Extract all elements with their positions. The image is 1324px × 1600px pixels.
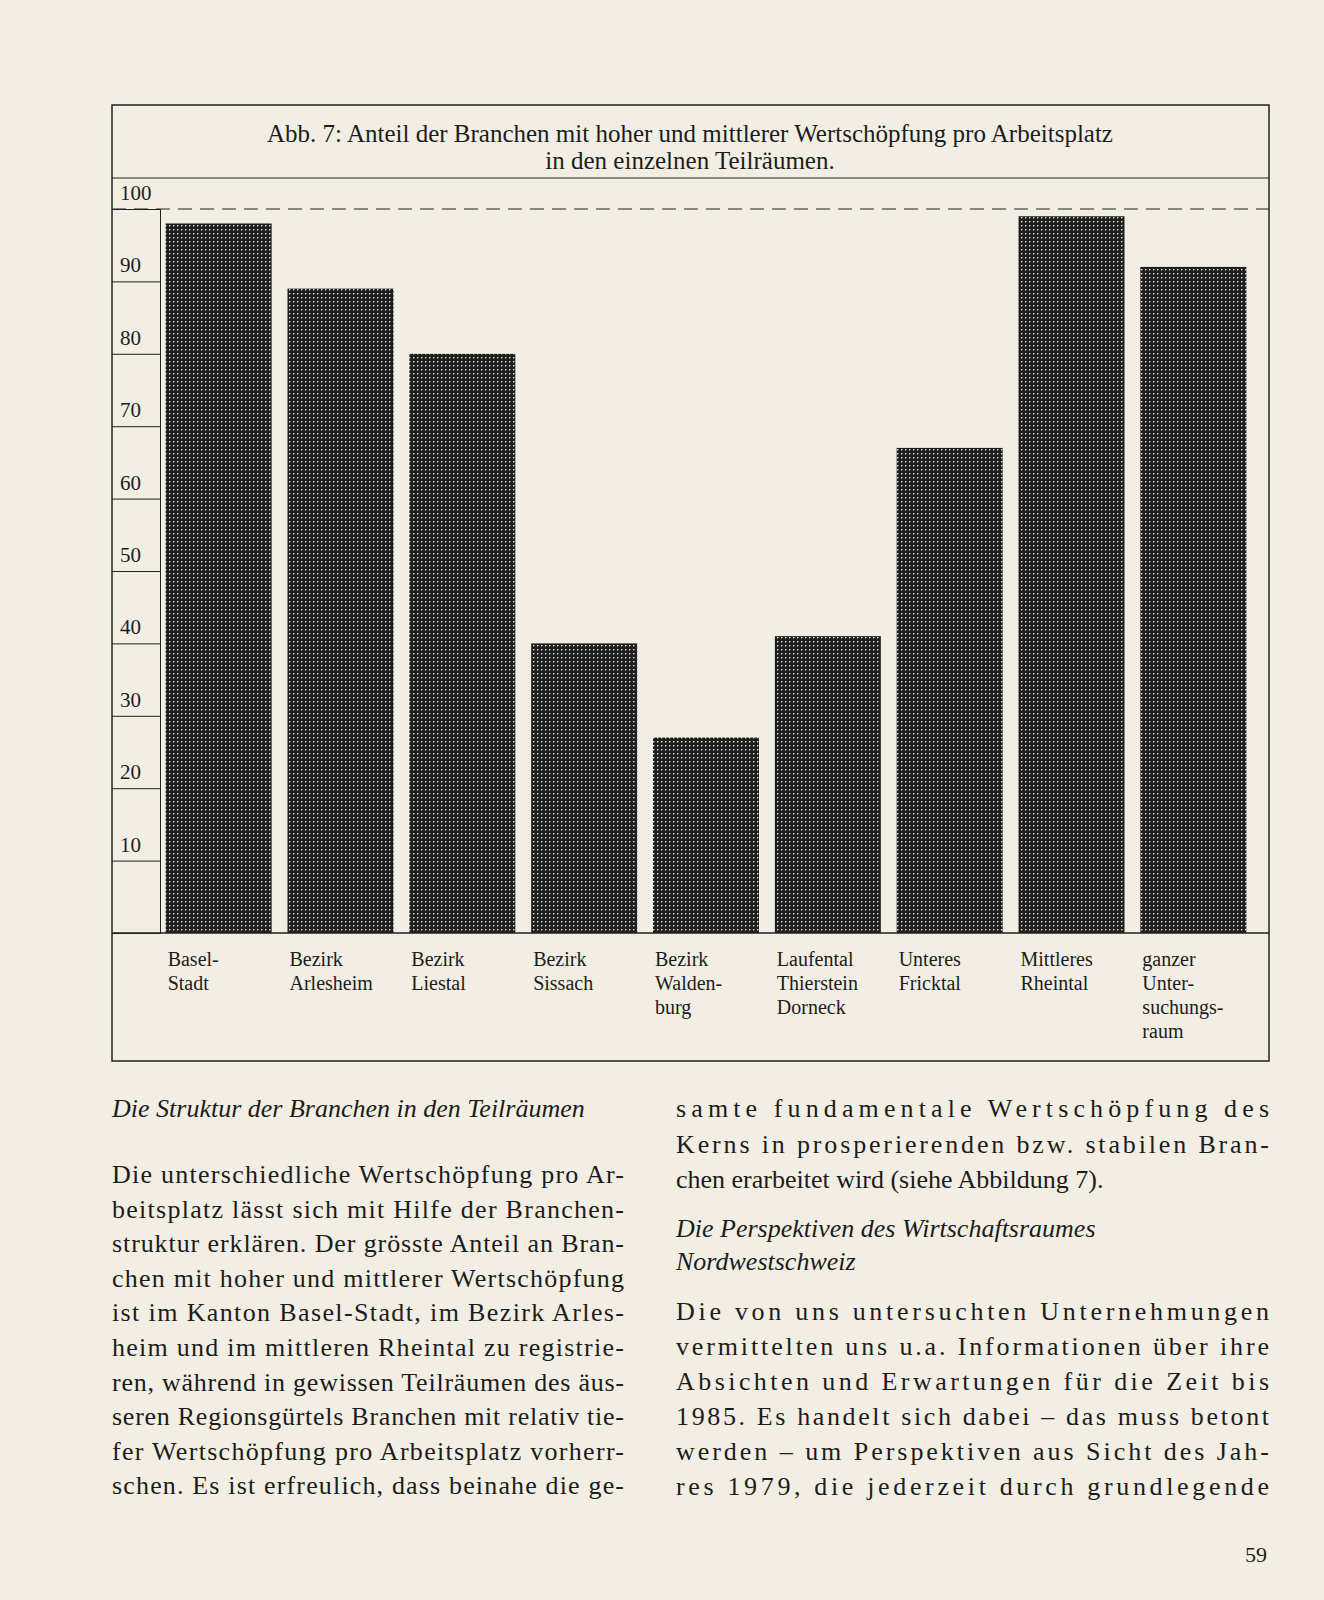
y-tick: 20 xyxy=(112,760,160,788)
y-tick-line xyxy=(112,861,160,862)
x-tick-label: Basel-Stadt xyxy=(168,948,219,994)
x-tick-label: LaufentalThiersteinDorneck xyxy=(777,948,858,1018)
y-tick-line xyxy=(112,571,160,572)
bars xyxy=(166,216,1247,933)
y-tick-line xyxy=(112,788,160,789)
body-line: seren Regionsgürtels Branchen mit relati… xyxy=(112,1402,624,1431)
body-line: werden – um Perspektiven aus Sicht des J… xyxy=(676,1437,1269,1466)
y-tick: 90 xyxy=(112,253,160,281)
top-dashed-line xyxy=(112,208,1269,209)
y-axis-line xyxy=(112,210,161,934)
y-tick: 50 xyxy=(112,543,160,571)
y-tick-line xyxy=(112,499,160,500)
y-axis: 10 20 30 40 50 60 70 80 90 100 xyxy=(112,181,161,933)
bar xyxy=(1140,267,1246,933)
y-tick: 100 xyxy=(112,181,160,209)
chart-title: Abb. 7: Anteil der Branchen mit hoher un… xyxy=(267,120,1113,174)
body-line: vermittelten uns u.a. Informationen über… xyxy=(676,1332,1269,1361)
y-tick-line xyxy=(112,281,160,282)
body-line: chen erarbeitet wird (siehe Abbildung 7)… xyxy=(676,1165,1103,1194)
x-labels: Basel-Stadt BezirkArlesheim BezirkLiestal B… xyxy=(168,948,1224,1042)
body-line: ren, während in gewissen Teilräumen des … xyxy=(112,1368,624,1397)
body-line: Kerns in prosperierenden bzw. stabilen B… xyxy=(676,1130,1269,1159)
y-tick-line xyxy=(112,643,160,644)
body-line: Die unterschiedliche Wertschöpfung pro A… xyxy=(112,1160,624,1189)
bar xyxy=(287,289,393,933)
section-heading: Nordwestschweiz xyxy=(675,1247,856,1276)
chart-frame xyxy=(112,105,1269,1061)
bar xyxy=(653,738,759,933)
body-line: ist im Kanton Basel-Stadt, im Bezirk Arl… xyxy=(112,1298,624,1327)
body-line: schen. Es ist erfreulich, dass beinahe d… xyxy=(112,1471,624,1500)
y-tick-label: 70 xyxy=(120,398,141,422)
page: Abb. 7: Anteil der Branchen mit hoher un… xyxy=(0,0,1324,1600)
x-tick-label: BezirkWalden-burg xyxy=(655,948,722,1019)
bar xyxy=(775,636,881,933)
section-heading: Die Perspektiven des Wirtschaftsraumes xyxy=(675,1214,1096,1243)
bar xyxy=(1019,216,1125,933)
body-line: chen mit hoher und mittlerer Wertschöpfu… xyxy=(112,1264,624,1293)
x-tick-label: UnteresFricktal xyxy=(899,948,962,994)
y-tick: 10 xyxy=(112,833,160,861)
body-line: struktur erklären. Der grösste Anteil an… xyxy=(112,1229,624,1258)
y-tick-line xyxy=(112,426,160,427)
title-rule xyxy=(112,177,1269,178)
body-line: Absichten und Erwartungen für die Zeit b… xyxy=(676,1367,1269,1396)
y-tick-label: 100 xyxy=(120,181,152,205)
y-tick: 70 xyxy=(112,398,160,426)
x-tick-label: BezirkArlesheim xyxy=(289,948,373,994)
y-tick-label: 20 xyxy=(120,760,141,784)
y-tick: 60 xyxy=(112,471,160,499)
body-line: heim und im mittleren Rheintal zu regist… xyxy=(112,1333,624,1362)
body-line: fer Wertschöpfung pro Arbeitsplatz vorhe… xyxy=(112,1437,624,1466)
body-line: Die von uns untersuchten Unternehmungen xyxy=(676,1297,1269,1326)
y-tick-label: 10 xyxy=(120,833,141,857)
x-tick-label: BezirkSissach xyxy=(533,948,593,994)
x-tick-label: ganzerUnter-suchungs-raum xyxy=(1142,948,1223,1042)
bar xyxy=(166,223,272,933)
x-tick-label: BezirkLiestal xyxy=(411,948,466,994)
section-heading: Die Struktur der Branchen in den Teilräu… xyxy=(111,1094,585,1123)
bar xyxy=(897,448,1003,933)
y-tick: 30 xyxy=(112,688,160,716)
body-line: samte fundamentale Wertschöpfung des xyxy=(676,1094,1269,1123)
y-tick-line xyxy=(112,716,160,717)
body-line: res 1979, die jederzeit durch grundlegen… xyxy=(676,1472,1269,1501)
body-line: 1985. Es handelt sich dabei – das muss b… xyxy=(676,1402,1270,1431)
y-tick-label: 90 xyxy=(120,253,141,277)
y-tick-label: 80 xyxy=(120,326,141,350)
y-tick: 80 xyxy=(112,326,160,354)
y-tick: 40 xyxy=(112,615,160,643)
y-tick-label: 60 xyxy=(120,471,141,495)
baseline xyxy=(112,932,1269,934)
body-line: beitsplatz lässt sich mit Hilfe der Bran… xyxy=(112,1195,624,1224)
y-tick-label: 30 xyxy=(120,688,141,712)
y-tick-line xyxy=(112,209,160,210)
x-tick-label: MittleresRheintal xyxy=(1021,948,1093,994)
bar xyxy=(409,354,515,933)
y-tick-line xyxy=(112,354,160,355)
page-number: 59 xyxy=(1245,1542,1267,1567)
bar xyxy=(531,643,637,933)
y-tick-label: 40 xyxy=(120,615,141,639)
y-tick-label: 50 xyxy=(120,543,141,567)
